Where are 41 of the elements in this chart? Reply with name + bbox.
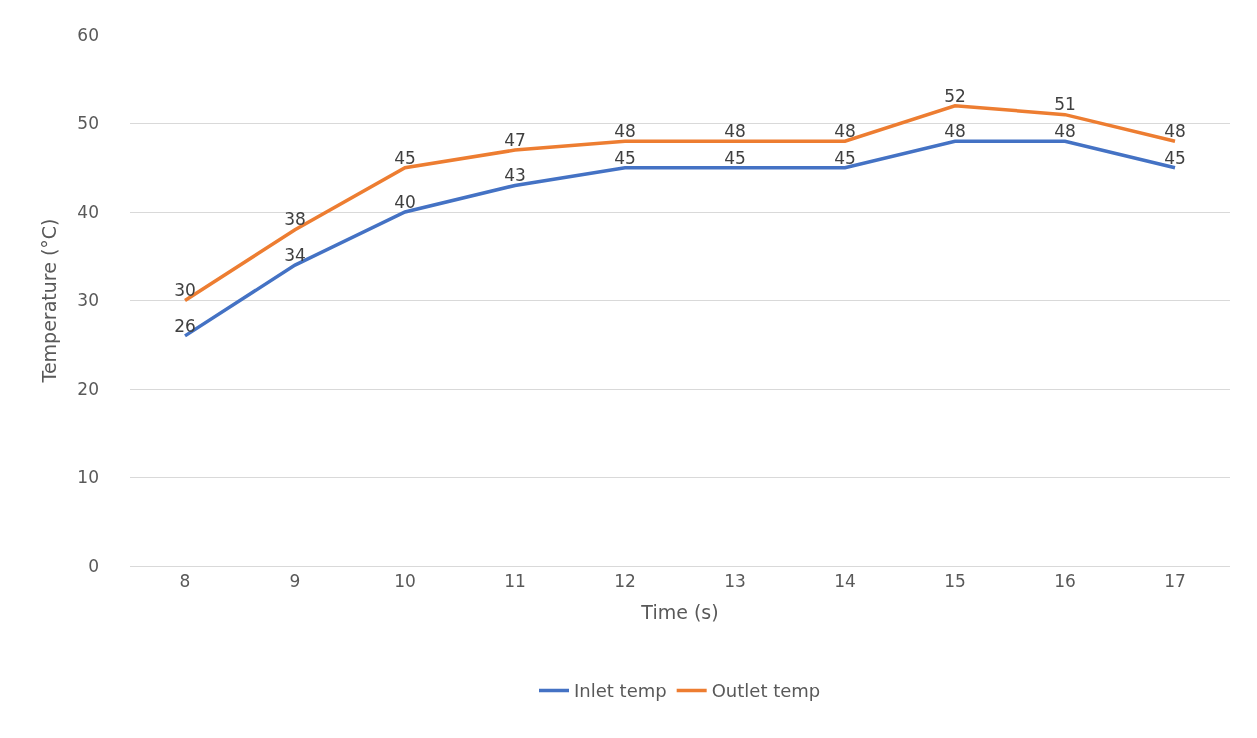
data-label: 45: [834, 147, 856, 168]
data-label: 45: [614, 147, 636, 168]
y-tick-label: 60: [77, 24, 99, 45]
y-tick-label: 40: [77, 201, 99, 222]
data-label: 40: [394, 191, 416, 212]
y-tick-label: 10: [77, 467, 99, 488]
data-label: 47: [504, 129, 526, 150]
x-tick-label: 10: [394, 571, 416, 592]
y-tick-label: 30: [77, 290, 99, 311]
legend-label: Inlet temp: [574, 680, 667, 702]
data-label: 45: [394, 147, 416, 168]
x-tick-label: 14: [834, 571, 856, 592]
data-label: 48: [1164, 120, 1186, 141]
x-tick-label: 15: [944, 571, 966, 592]
x-tick-label: 12: [614, 571, 636, 592]
data-label: 45: [724, 147, 746, 168]
data-label: 43: [504, 165, 526, 186]
x-tick-label: 8: [179, 571, 191, 592]
data-label: 48: [614, 120, 636, 141]
x-tick-label: 11: [504, 571, 526, 592]
x-tick-label: 16: [1054, 571, 1076, 592]
x-tick-label: 13: [724, 571, 746, 592]
data-label: 52: [944, 85, 966, 106]
data-label: 26: [174, 315, 196, 336]
x-tick-label: 17: [1164, 571, 1186, 592]
x-tick-label: 9: [289, 571, 301, 592]
data-label: 48: [834, 120, 856, 141]
data-label: 48: [944, 120, 966, 141]
legend-label: Outlet temp: [711, 680, 821, 702]
y-axis-title: Temperature (°C): [38, 218, 61, 384]
y-tick-label: 50: [77, 113, 99, 134]
data-label: 38: [284, 209, 306, 230]
data-label: 48: [724, 120, 746, 141]
data-label: 45: [1164, 147, 1186, 168]
x-axis-title: Time (s): [640, 601, 719, 624]
y-tick-label: 0: [88, 555, 99, 576]
data-label: 51: [1054, 94, 1076, 115]
y-tick-label: 20: [77, 378, 99, 399]
data-label: 34: [284, 244, 306, 265]
data-label: 48: [1054, 120, 1076, 141]
data-label: 30: [174, 280, 196, 301]
